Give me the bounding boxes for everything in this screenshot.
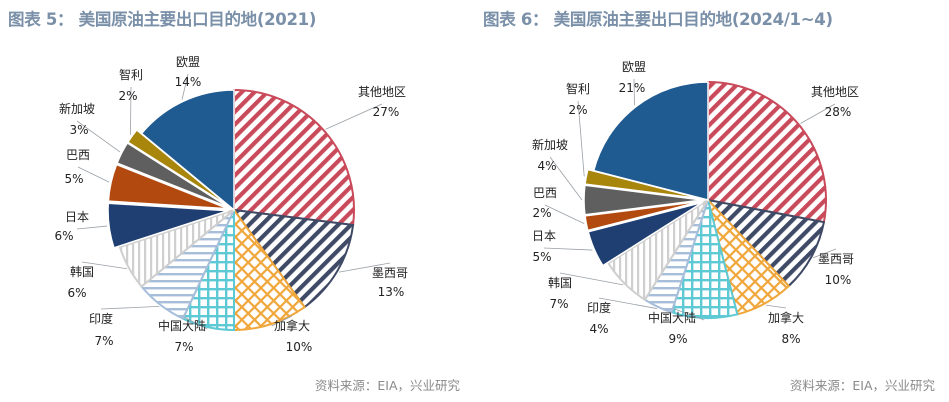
- leader-line: [543, 247, 593, 251]
- slice-value-label: 7%: [94, 334, 113, 348]
- pie-slice-墨西哥: [705, 198, 826, 288]
- pie-slice-智利: [126, 128, 230, 208]
- chart-panel-2024: 图表 6： 美国原油主要出口目的地(2024/1~4) 其他地区 28% 墨西哥 10…: [475, 0, 949, 402]
- slice-value-label: 2%: [532, 206, 551, 220]
- slice-category-label: 欧盟: [622, 60, 646, 74]
- slice-category-label: 中国大陆: [158, 318, 206, 333]
- leader-line: [544, 204, 585, 224]
- leader-line: [130, 86, 132, 135]
- slice-value-label: 9%: [668, 332, 687, 346]
- pie-chart-2024: 其他地区 28% 墨西哥 10% 加拿大 8% 中国大陆 9% 印度 4% 韩国 7% 日本 5% 巴西 2%…: [532, 60, 859, 346]
- pie-slice-巴西: [584, 200, 703, 232]
- slice-category-label: 巴西: [533, 186, 557, 200]
- pie-slice-欧盟: [592, 81, 709, 201]
- slice-value-label: 21%: [619, 81, 646, 95]
- leader-line: [181, 315, 208, 330]
- source-note: 资料来源：EIA，兴业研究: [789, 378, 935, 393]
- slice-value-label: 8%: [781, 332, 800, 346]
- leader-line: [77, 166, 110, 183]
- leader-line: [181, 73, 189, 100]
- slice-category-label: 欧盟: [176, 55, 200, 69]
- leader-line: [598, 297, 657, 309]
- slice-value-label: 3%: [69, 123, 88, 137]
- leader-line: [549, 156, 583, 201]
- slice-value-label: 10%: [825, 273, 852, 287]
- slice-value-label: 13%: [378, 285, 405, 299]
- slice-category-label: 智利: [566, 81, 590, 96]
- slice-category-label: 韩国: [70, 264, 94, 279]
- leader-line: [559, 272, 624, 286]
- pie-chart-2021: 其他地区 27% 墨西哥 13% 加拿大 10% 中国大陆 7% 印度 7% 韩国 6% 日本 6% 巴西 5…: [54, 55, 408, 354]
- slice-value-label: 6%: [54, 229, 73, 243]
- pie-slice-巴西: [107, 163, 229, 210]
- slice-value-label: 5%: [64, 172, 83, 186]
- pie-slice-墨西哥: [231, 208, 355, 309]
- slice-category-label: 日本: [532, 229, 556, 243]
- slice-category-label: 新加坡: [59, 101, 95, 116]
- source-note: 资料来源：EIA，兴业研究: [314, 378, 460, 393]
- slice-category-label: 巴西: [66, 148, 90, 162]
- pie-slice-韩国: [606, 199, 709, 302]
- slice-category-label: 墨西哥: [818, 252, 854, 266]
- slice-category-label: 加拿大: [274, 318, 310, 333]
- leader-line: [271, 315, 293, 327]
- pie-slice-日本: [587, 201, 703, 267]
- leader-line: [325, 103, 383, 130]
- slice-category-label: 新加坡: [532, 137, 568, 152]
- slice-value-label: 2%: [118, 89, 137, 103]
- leader-line: [81, 261, 128, 270]
- slice-value-label: 10%: [286, 340, 313, 354]
- slice-value-label: 6%: [67, 286, 86, 300]
- slice-category-label: 中国大陆: [648, 310, 696, 325]
- slice-category-label: 印度: [89, 311, 113, 326]
- chart-title: 图表 6： 美国原油主要出口目的地(2024/1~4): [483, 10, 833, 29]
- slice-category-label: 韩国: [548, 275, 572, 290]
- chart-title: 图表 5： 美国原油主要出口目的地(2021): [8, 10, 317, 29]
- pie-slice-韩国: [118, 209, 235, 288]
- pie-slice-其他地区: [707, 80, 827, 224]
- slice-value-label: 27%: [373, 105, 400, 119]
- slice-value-label: 2%: [568, 103, 587, 117]
- slice-category-label: 其他地区: [811, 85, 859, 99]
- slice-category-label: 智利: [119, 67, 143, 82]
- pie-slice-新加坡: [583, 184, 703, 216]
- slice-value-label: 28%: [825, 105, 852, 119]
- slice-category-label: 墨西哥: [372, 266, 408, 280]
- pie-slice-新加坡: [116, 141, 230, 208]
- pie-slice-加拿大: [233, 206, 306, 332]
- slice-value-label: 4%: [537, 159, 556, 173]
- slice-value-label: 7%: [174, 340, 193, 354]
- leader-line: [800, 103, 836, 124]
- leader-line: [577, 100, 585, 177]
- leader-line: [100, 305, 160, 310]
- leader-line: [671, 307, 705, 321]
- pie-slice-欧盟: [140, 89, 235, 212]
- slice-category-label: 印度: [587, 300, 611, 315]
- slice-category-label: 日本: [65, 210, 89, 224]
- pie-slice-其他地区: [233, 88, 355, 227]
- leader-line: [76, 225, 108, 230]
- slice-category-label: 其他地区: [358, 85, 406, 99]
- leader-line: [765, 304, 787, 309]
- pie-slice-日本: [107, 202, 229, 249]
- slice-value-label: 14%: [175, 75, 202, 89]
- leader-line: [76, 120, 121, 153]
- slice-value-label: 5%: [532, 250, 551, 264]
- slice-category-label: 加拿大: [768, 310, 804, 325]
- slice-value-label: 7%: [549, 297, 568, 311]
- chart-panel-2021: 图表 5： 美国原油主要出口目的地(2021) 其他地区 27% 墨西哥 13% 加拿大…: [0, 0, 474, 402]
- leader-line: [813, 248, 837, 259]
- leader-line: [338, 262, 391, 273]
- slice-value-label: 4%: [589, 322, 608, 336]
